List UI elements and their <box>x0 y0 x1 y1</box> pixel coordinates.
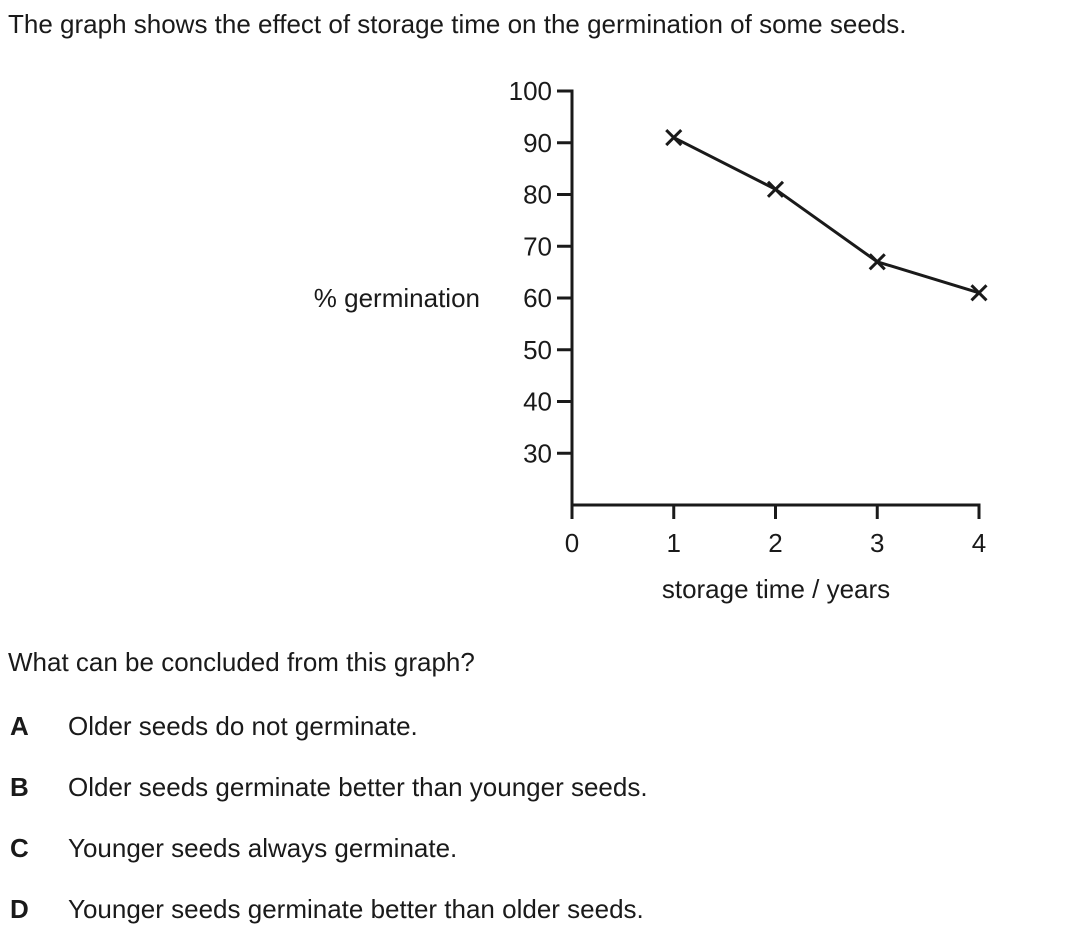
data-point-marker <box>868 253 886 271</box>
option-text: Younger seeds germinate better than olde… <box>68 894 644 924</box>
x-axis-label: storage time / years <box>662 574 890 604</box>
question-text: What can be concluded from this graph? <box>8 647 475 677</box>
option-text: Older seeds do not germinate. <box>68 711 418 741</box>
series-line <box>673 136 980 295</box>
x-tick-label: 0 <box>565 528 579 558</box>
data-point-marker <box>766 180 785 198</box>
option-letter: D <box>10 894 29 924</box>
y-tick-label: 60 <box>523 283 552 313</box>
x-tick-label: 4 <box>972 528 986 558</box>
y-axis-label: % germination <box>314 283 480 313</box>
y-tick-label: 40 <box>523 387 552 417</box>
option-letter: C <box>10 833 29 863</box>
y-tick-label: 90 <box>523 128 552 158</box>
data-point-marker <box>665 129 683 147</box>
germination-chart: % germination storage time / years 30405… <box>314 76 988 604</box>
plot-area: 30 40 50 60 70 80 90 100 0 1 2 3 4 <box>509 76 988 558</box>
data-point-marker <box>970 284 988 302</box>
x-tick-label: 3 <box>870 528 884 558</box>
y-tick-label: 100 <box>509 76 552 106</box>
y-tick-label: 30 <box>523 438 552 468</box>
option-letter: B <box>10 772 29 802</box>
option-text: Older seeds germinate better than younge… <box>68 772 648 802</box>
y-tick-label: 80 <box>523 180 552 210</box>
x-tick-label: 2 <box>768 528 782 558</box>
x-tick-label: 1 <box>667 528 681 558</box>
intro-text: The graph shows the effect of storage ti… <box>8 9 907 39</box>
option-letter: A <box>10 711 29 741</box>
y-tick-label: 50 <box>523 335 552 365</box>
y-tick-label: 70 <box>523 231 552 261</box>
option-text: Younger seeds always germinate. <box>68 833 458 863</box>
